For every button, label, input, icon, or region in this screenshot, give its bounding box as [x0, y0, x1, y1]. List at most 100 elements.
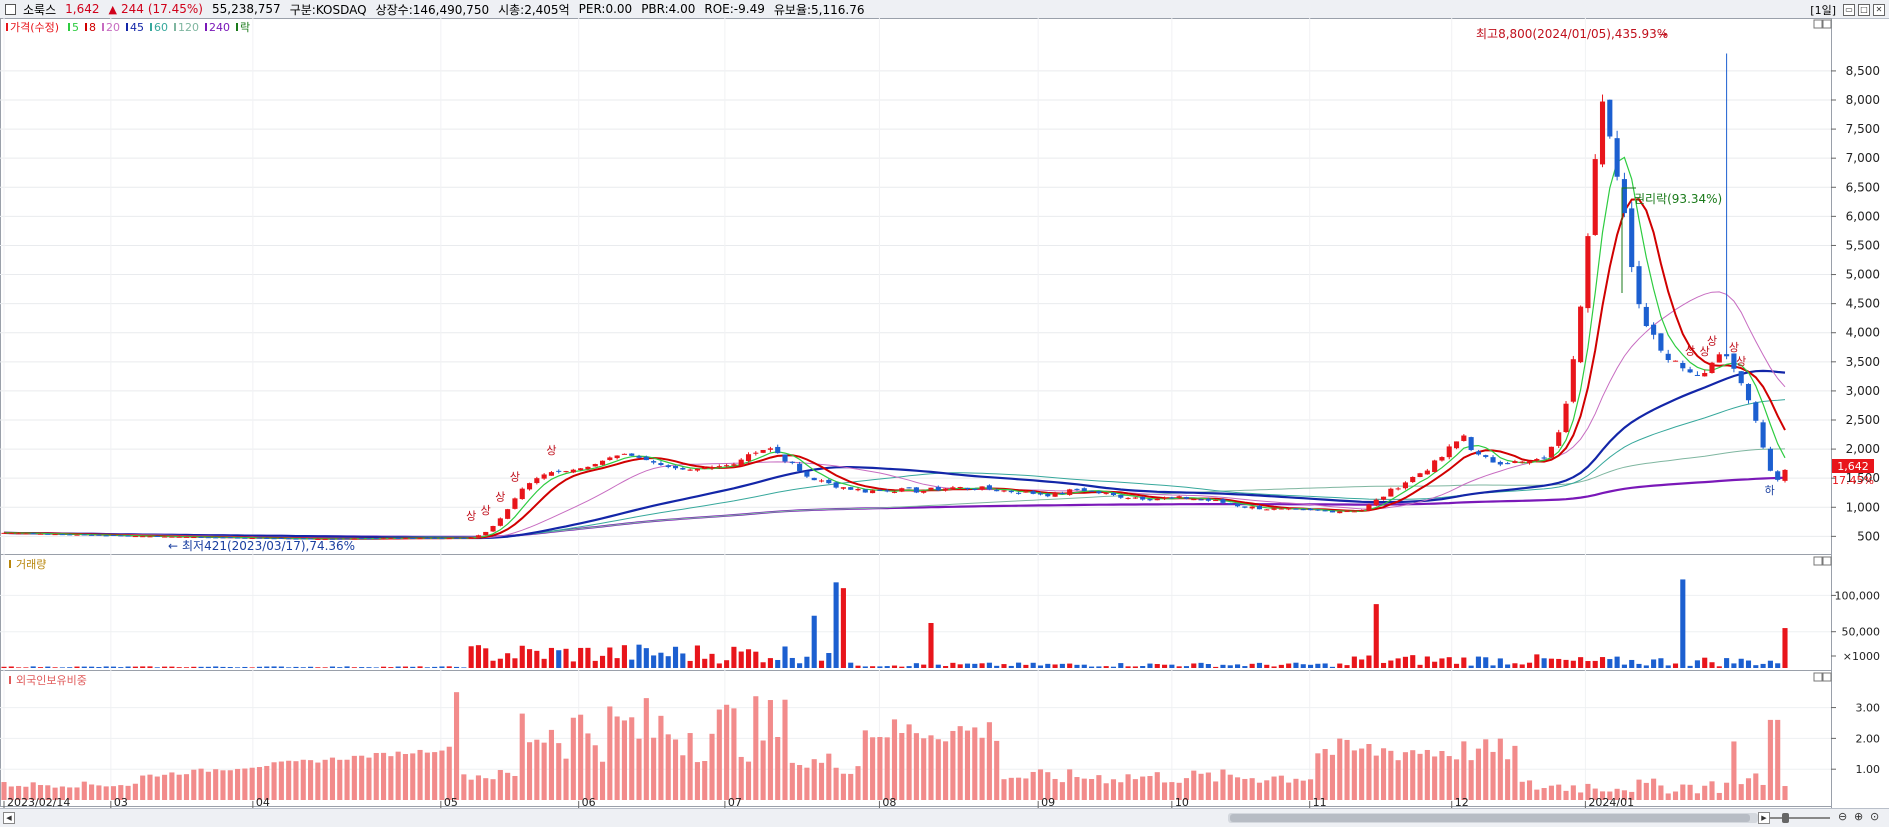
volume-bar: [59, 667, 65, 668]
volume-bar: [205, 666, 211, 668]
pbr-value: PBR:4.00: [641, 2, 696, 16]
price-candle: [432, 537, 438, 539]
price-candle: [1453, 441, 1460, 449]
foreign-bar: [235, 768, 241, 800]
volume-bar: [1512, 663, 1518, 668]
volume-bar: [658, 652, 664, 668]
timeframe-selector[interactable]: [1일]: [1810, 4, 1836, 17]
zoom-slider[interactable]: [1770, 817, 1830, 819]
limit-up-mark: 상: [1685, 344, 1695, 357]
price-candle: [1541, 457, 1547, 459]
foreign-bar: [943, 741, 949, 800]
price-candle: [446, 538, 452, 540]
foreign-bar: [1680, 784, 1686, 800]
price-candle: [220, 537, 226, 539]
scroll-thumb[interactable]: [1230, 814, 1750, 822]
scroll-right-icon[interactable]: ▶: [1758, 812, 1770, 824]
foreign-bar: [1286, 782, 1292, 800]
restore-icon[interactable]: ▭: [1843, 4, 1855, 16]
trade-volume: 55,238,757: [211, 2, 281, 16]
price-candle: [1089, 490, 1095, 492]
foreign-bar: [950, 730, 956, 800]
price-candle: [1001, 490, 1007, 492]
price-candle: [351, 538, 357, 540]
volume-bar: [16, 667, 22, 668]
date-tick-label: 04: [256, 796, 270, 808]
foreign-maximize-icon[interactable]: [1813, 672, 1823, 682]
close-icon[interactable]: ✕: [1873, 4, 1885, 16]
volume-bar: [1373, 604, 1379, 668]
foreign-close-icon[interactable]: [1822, 672, 1832, 682]
price-candle: [1658, 333, 1664, 351]
price-change: 244: [120, 2, 144, 16]
panel-close-icon[interactable]: [1822, 19, 1832, 29]
foreign-bar: [1672, 791, 1679, 800]
price-candle: [1556, 432, 1562, 446]
checkbox-icon[interactable]: [5, 3, 16, 15]
price-candle: [505, 509, 511, 519]
volume-close-icon[interactable]: [1822, 556, 1832, 566]
foreign-bar: [446, 746, 452, 800]
foreign-bar: [556, 743, 562, 800]
price-tick-label: 6,500: [1846, 180, 1880, 194]
chart-scrollbar[interactable]: ◀ ▶ ⊖ ⊕ ⊙: [0, 808, 1889, 827]
price-candle: [964, 487, 971, 490]
foreign-bar: [293, 761, 299, 800]
date-tick-label: 07: [728, 796, 742, 808]
volume-bar: [1286, 663, 1292, 668]
volume-bar: [716, 663, 722, 668]
price-candle: [1497, 461, 1503, 465]
stock-chart[interactable]: 8,500 8,000 7,500 7,000 6,500 6,000 5,500 5,000…: [0, 18, 1889, 808]
zoom-in-icon[interactable]: ⊕: [1854, 810, 1864, 823]
foreign-bar: [738, 756, 744, 800]
price-candle: [782, 454, 788, 462]
market-type: 구분:KOSDAQ: [289, 2, 367, 17]
volume-bar: [724, 660, 730, 668]
volume-bar: [1432, 661, 1438, 668]
price-candle: [1059, 492, 1065, 495]
foreign-bar: [220, 770, 226, 800]
foreign-bar: [227, 770, 233, 800]
volume-bar: [745, 649, 752, 668]
date-tick-label: 06: [582, 796, 596, 808]
volume-maximize-icon[interactable]: [1813, 556, 1823, 566]
volume-bar: [906, 666, 912, 668]
zoom-knob[interactable]: [1782, 813, 1789, 823]
foreign-bar: [578, 714, 584, 800]
price-candle: [402, 538, 409, 540]
price-candle: [381, 538, 387, 540]
foreign-bar: [848, 773, 854, 800]
volume-bar: [505, 653, 511, 668]
foreign-bar: [1154, 772, 1160, 800]
volume-bar: [943, 666, 949, 668]
volume-bar: [797, 663, 803, 668]
zoom-reset-icon[interactable]: ⊙: [1870, 810, 1880, 823]
foreign-bar: [935, 739, 941, 800]
foreign-bar: [775, 736, 781, 800]
volume-bar: [950, 662, 956, 668]
maximize-icon[interactable]: □: [1858, 4, 1870, 16]
volume-bar: [439, 666, 445, 668]
price-candle: [775, 446, 781, 454]
price-grid: [0, 18, 1831, 801]
volume-bar: [877, 666, 883, 668]
price-tick-label: 1,500: [1846, 471, 1880, 485]
volume-bar: [636, 644, 642, 668]
scroll-left-icon[interactable]: ◀: [3, 812, 15, 824]
foreign-bar: [1096, 775, 1102, 800]
volume-bar: [1687, 665, 1693, 668]
panel-maximize-icon[interactable]: [1813, 19, 1823, 29]
price-candle: [1745, 383, 1752, 401]
price-candle: [1775, 471, 1781, 480]
zoom-out-icon[interactable]: ⊖: [1838, 810, 1848, 823]
price-candle: [1132, 497, 1138, 499]
foreign-bar: [154, 776, 160, 800]
volume-bar: [1081, 664, 1087, 668]
foreign-bar: [1118, 782, 1124, 800]
foreign-bar: [1183, 778, 1190, 800]
ma5-line: [3, 156, 1786, 540]
volume-bar: [811, 615, 817, 668]
volume-bar: [1118, 663, 1124, 668]
volume-bar: [23, 667, 29, 668]
price-tick-label: 5,000: [1846, 268, 1880, 282]
